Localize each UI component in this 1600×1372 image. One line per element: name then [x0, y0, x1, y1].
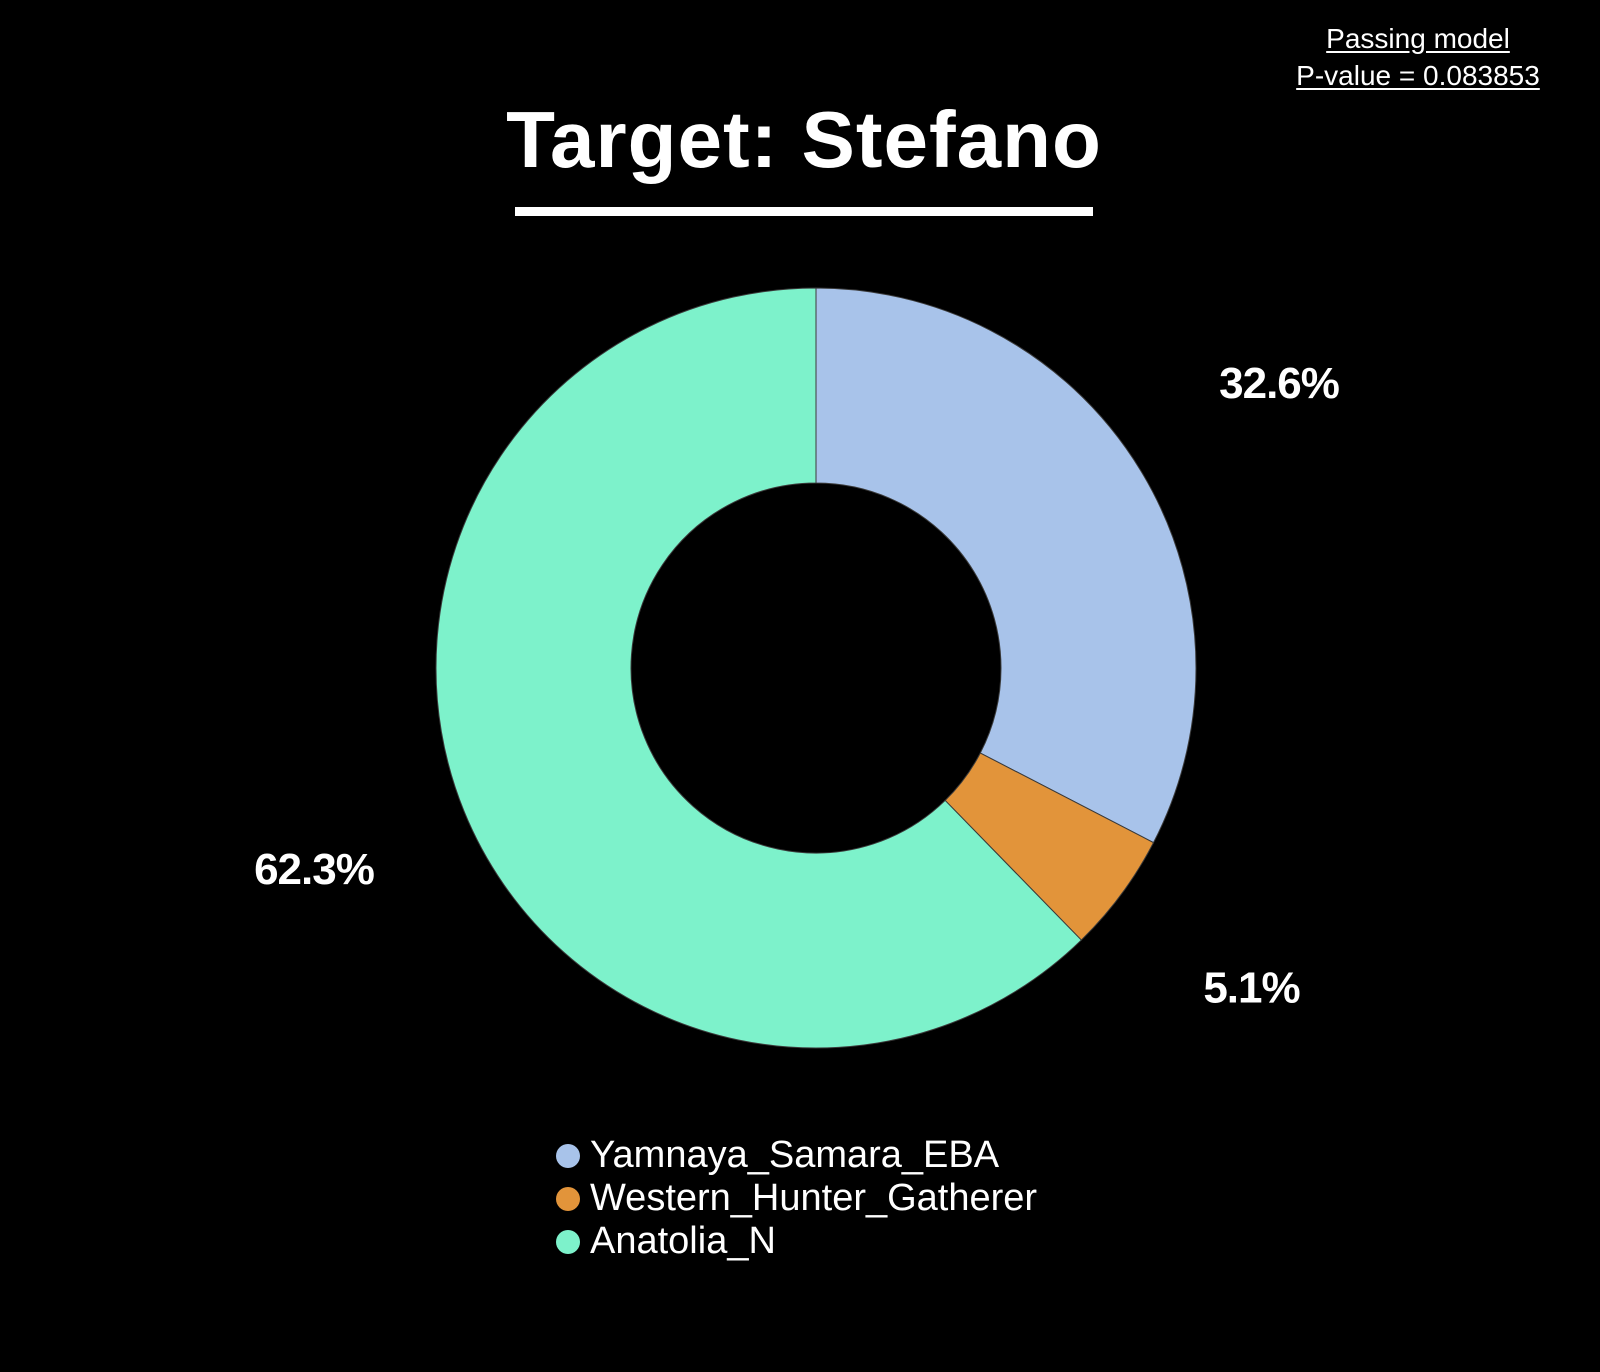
slice-yamnaya-samara-eba — [815, 287, 1197, 844]
chart-legend: Yamnaya_Samara_EBA Western_Hunter_Gathere… — [556, 1134, 1037, 1263]
legend-item: Yamnaya_Samara_EBA — [556, 1134, 1037, 1177]
donut-slices — [435, 287, 1197, 1049]
legend-item: Anatolia_N — [556, 1220, 1037, 1263]
slice-label-anatolia-n: 62.3% — [254, 845, 374, 894]
slice-label-western-hunter-gatherer: 5.1% — [1203, 963, 1299, 1012]
legend-item: Western_Hunter_Gatherer — [556, 1177, 1037, 1220]
legend-swatch — [556, 1143, 580, 1168]
legend-label: Yamnaya_Samara_EBA — [590, 1134, 1000, 1176]
slice-label-yamnaya-samara-eba: 32.6% — [1219, 359, 1339, 408]
slice-labels: 32.6% 5.1% 62.3% — [254, 359, 1340, 1012]
slice-anatolia-n — [435, 287, 1083, 1049]
title-underline — [515, 207, 1093, 216]
passing-model-text: Passing model — [1326, 23, 1510, 54]
p-value-text: P-value = 0.083853 — [1296, 60, 1540, 91]
legend-swatch — [556, 1229, 580, 1254]
chart-title: Target: Stefano — [506, 95, 1102, 184]
model-note: Passing model P-value = 0.083853 — [1268, 20, 1568, 94]
legend-swatch — [556, 1186, 580, 1211]
legend-label: Western_Hunter_Gatherer — [590, 1177, 1038, 1219]
legend-label: Anatolia_N — [590, 1220, 776, 1262]
